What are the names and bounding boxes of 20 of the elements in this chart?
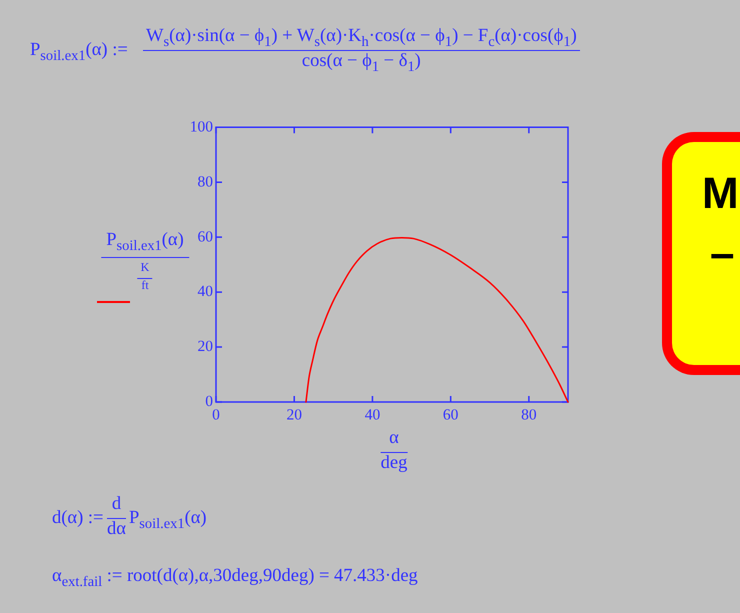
y-tick-label: 100 bbox=[190, 118, 214, 136]
y-tick-label: 20 bbox=[198, 338, 214, 356]
y-axis-title: P$_{soil.ex1}$(α) K ft bbox=[105, 230, 185, 293]
x-tick-label: 60 bbox=[442, 406, 459, 424]
text: d dα bbox=[107, 494, 126, 541]
line-series bbox=[305, 236, 569, 403]
text: α$_{ext.fail}$ := root(d(α),α,30deg,90deg) = 47.433·deg bbox=[52, 566, 418, 590]
y-tick-label: 0 bbox=[205, 393, 214, 410]
text: d(α) := bbox=[52, 508, 104, 530]
text: P$_{soil.ex1}$(α) bbox=[129, 508, 207, 532]
x-tick-label: 80 bbox=[521, 406, 537, 424]
callout-box: M – bbox=[662, 132, 740, 375]
x-tick-label: 40 bbox=[364, 406, 380, 424]
text: P$_{soil.ex1}$(α) := bbox=[30, 40, 128, 64]
text: W$_{s}$(α)·sin(α − ϕ$_{1}$) + W$_{s}$(α)·K$_{h}$·cos(α − ϕ$_{1}$) − F$_{c}$(α)·cos(ϕ$_{1}$) cos(α − ϕ$_{1}$ − δ$_{1}$) bbox=[146, 26, 577, 76]
y-tick-label: 80 bbox=[198, 173, 214, 190]
y-tick-label: 40 bbox=[198, 283, 214, 300]
x-axis-title: α deg bbox=[380, 428, 408, 475]
x-tick-label: 20 bbox=[286, 406, 302, 424]
y-tick-label: 60 bbox=[198, 228, 214, 246]
